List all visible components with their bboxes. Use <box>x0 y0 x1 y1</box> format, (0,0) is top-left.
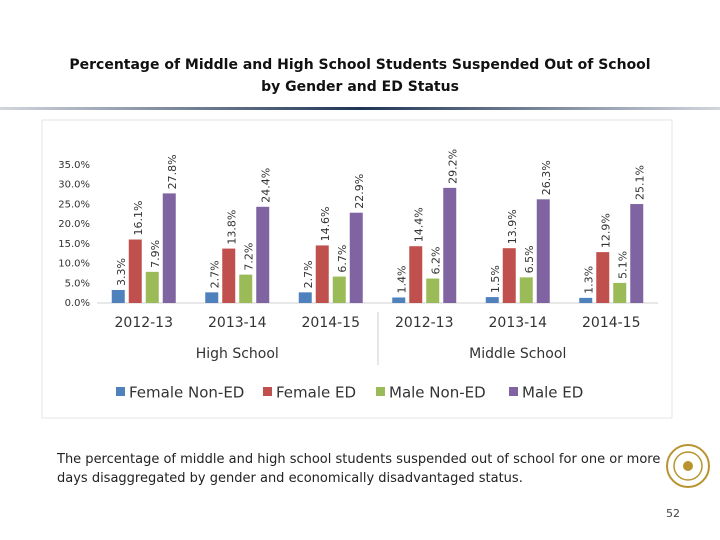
bar <box>315 245 329 303</box>
value-label: 5.1% <box>617 251 630 279</box>
bar <box>222 248 236 303</box>
bar <box>485 297 499 303</box>
bar <box>519 277 533 303</box>
bar <box>613 282 627 303</box>
value-label: 2.7% <box>209 260 222 288</box>
value-label: 16.1% <box>132 201 145 236</box>
bar <box>630 204 644 303</box>
bar <box>502 248 516 303</box>
legend-swatch <box>263 387 272 396</box>
bar <box>205 292 219 303</box>
seal <box>666 444 710 488</box>
value-label: 13.8% <box>226 210 239 245</box>
value-label: 6.2% <box>430 247 443 275</box>
value-label: 1.5% <box>489 265 502 293</box>
y-tick-label: 5.0% <box>65 278 90 289</box>
legend-label: Male Non-ED <box>389 384 486 402</box>
value-label: 1.4% <box>396 266 409 294</box>
bar <box>298 292 312 303</box>
bar <box>349 212 363 303</box>
x-tick-label: 2014-15 <box>582 315 641 331</box>
value-label: 25.1% <box>634 165 647 200</box>
bar <box>162 193 176 303</box>
chart-frame <box>41 119 673 419</box>
y-tick-label: 30.0% <box>58 180 90 191</box>
y-tick-label: 10.0% <box>58 259 90 270</box>
value-label: 6.5% <box>523 245 536 273</box>
y-tick-label: 0.0% <box>65 298 90 309</box>
value-label: 24.4% <box>260 168 273 203</box>
legend-swatch <box>509 387 518 396</box>
value-label: 1.3% <box>583 266 596 294</box>
bar <box>256 206 270 303</box>
x-tick-label: 2012-13 <box>115 315 174 331</box>
caption: The percentage of middle and high school… <box>57 452 661 486</box>
y-tick-label: 25.0% <box>58 199 90 210</box>
value-label: 14.4% <box>413 207 426 242</box>
value-label: 22.9% <box>353 174 366 209</box>
x-tick-label: 2013-14 <box>489 315 548 331</box>
bar <box>579 297 593 303</box>
bar <box>536 199 550 303</box>
value-label: 27.8% <box>166 154 179 189</box>
legend-label: Female Non-ED <box>129 384 244 402</box>
y-tick-label: 15.0% <box>58 239 90 250</box>
value-label: 26.3% <box>540 160 553 195</box>
title-rule <box>0 107 720 110</box>
bar <box>145 271 159 303</box>
y-tick-label: 35.0% <box>58 160 90 171</box>
group-label: High School <box>196 346 279 362</box>
x-tick-label: 2012-13 <box>395 315 454 331</box>
bar <box>332 276 346 303</box>
value-label: 12.9% <box>600 213 613 248</box>
x-tick-label: 2014-15 <box>302 315 361 331</box>
value-label: 14.6% <box>319 206 332 241</box>
chart-title: by Gender and ED Status <box>261 79 459 95</box>
value-label: 13.9% <box>506 209 519 244</box>
bar <box>426 278 440 303</box>
legend-swatch <box>116 387 125 396</box>
y-tick-label: 20.0% <box>58 219 90 230</box>
x-tick-label: 2013-14 <box>208 315 267 331</box>
legend-label: Male ED <box>522 384 583 402</box>
value-label: 2.7% <box>302 260 315 288</box>
legend-swatch <box>376 387 385 396</box>
legend-label: Female ED <box>276 384 356 402</box>
bar <box>443 187 457 303</box>
value-label: 7.2% <box>243 243 256 271</box>
value-label: 7.9% <box>149 240 162 268</box>
bar <box>392 297 406 303</box>
group-label: Middle School <box>469 346 566 362</box>
value-label: 3.3% <box>115 258 128 286</box>
chart-title: Percentage of Middle and High School Stu… <box>69 57 650 73</box>
page-number: 52 <box>666 507 680 520</box>
bar <box>409 246 423 303</box>
bar <box>596 252 610 303</box>
bar <box>239 274 253 303</box>
value-label: 29.2% <box>447 149 460 184</box>
bar <box>111 289 125 303</box>
bar <box>128 239 142 303</box>
value-label: 6.7% <box>336 245 349 273</box>
